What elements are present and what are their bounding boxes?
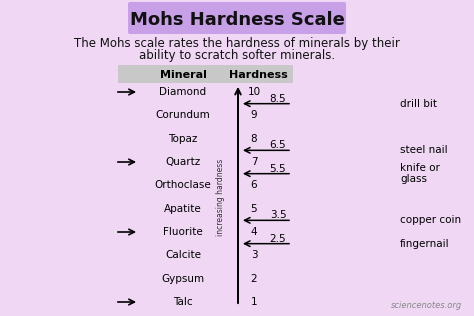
Text: 6: 6 [251, 180, 257, 190]
Text: 3: 3 [251, 250, 257, 260]
Text: 2.5: 2.5 [270, 234, 286, 244]
Text: 8.5: 8.5 [270, 94, 286, 104]
Text: increasing hardness: increasing hardness [217, 158, 226, 236]
Text: Mohs Hardness Scale: Mohs Hardness Scale [129, 11, 345, 29]
Text: Fluorite: Fluorite [163, 227, 203, 237]
Text: fingernail: fingernail [400, 239, 450, 249]
Text: copper coin: copper coin [400, 215, 461, 225]
Text: Calcite: Calcite [165, 250, 201, 260]
Text: 10: 10 [247, 87, 261, 97]
Text: Orthoclase: Orthoclase [155, 180, 211, 190]
Text: Apatite: Apatite [164, 204, 202, 214]
Text: 8: 8 [251, 134, 257, 144]
Text: 3.5: 3.5 [270, 210, 286, 220]
Text: 2: 2 [251, 274, 257, 284]
Text: Talc: Talc [173, 297, 193, 307]
Text: steel nail: steel nail [400, 145, 447, 155]
Text: Topaz: Topaz [168, 134, 198, 144]
Text: Diamond: Diamond [159, 87, 207, 97]
Text: 4: 4 [251, 227, 257, 237]
Text: Hardness: Hardness [228, 70, 287, 80]
Text: 5.5: 5.5 [270, 164, 286, 174]
Text: 9: 9 [251, 110, 257, 120]
Text: sciencenotes.org: sciencenotes.org [391, 301, 462, 310]
Text: Gypsum: Gypsum [162, 274, 205, 284]
Text: knife or
glass: knife or glass [400, 163, 440, 185]
Text: Mineral: Mineral [160, 70, 207, 80]
FancyBboxPatch shape [118, 65, 293, 83]
Text: ability to scratch softer minerals.: ability to scratch softer minerals. [139, 50, 335, 63]
Text: The Mohs scale rates the hardness of minerals by their: The Mohs scale rates the hardness of min… [74, 38, 400, 51]
Text: 1: 1 [251, 297, 257, 307]
FancyBboxPatch shape [128, 2, 346, 34]
Text: Quartz: Quartz [165, 157, 201, 167]
Text: 6.5: 6.5 [270, 140, 286, 150]
Text: 7: 7 [251, 157, 257, 167]
Text: Corundum: Corundum [155, 110, 210, 120]
Text: drill bit: drill bit [400, 99, 437, 109]
Text: 5: 5 [251, 204, 257, 214]
